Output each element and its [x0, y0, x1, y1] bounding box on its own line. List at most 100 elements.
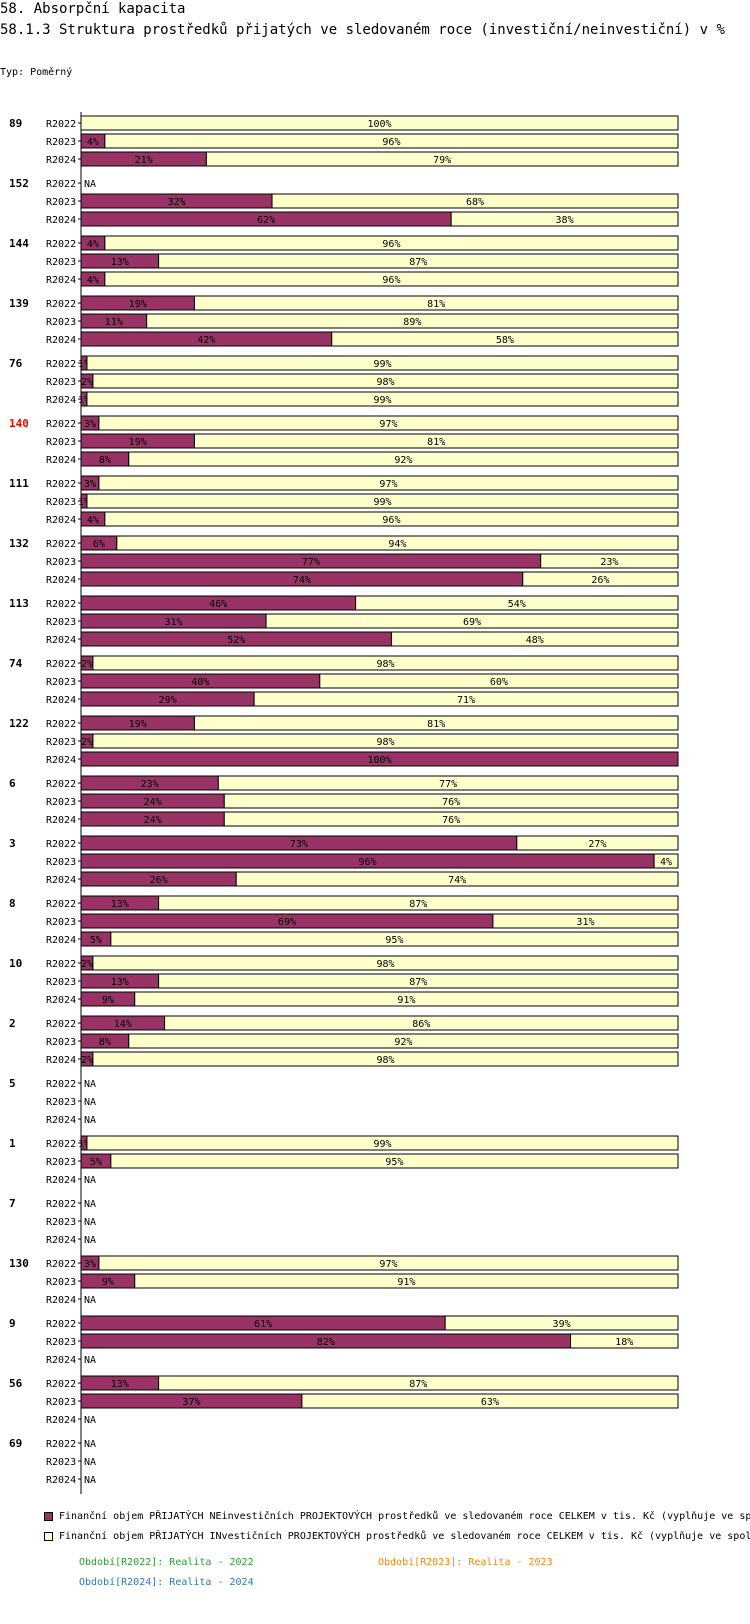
year-label: R2022	[46, 479, 76, 490]
na-label: NA	[84, 1115, 96, 1126]
year-label: R2024	[46, 155, 76, 166]
year-label: R2023	[46, 1097, 76, 1108]
na-label: NA	[84, 1457, 96, 1468]
bar-inv-label: 48%	[526, 635, 544, 646]
bar-inv-label: 27%	[588, 839, 606, 850]
year-label: R2024	[46, 1355, 76, 1366]
bar-inv-label: 91%	[397, 1277, 415, 1288]
group-label: 76	[9, 357, 23, 370]
year-label: R2022	[46, 1379, 76, 1390]
year-label: R2024	[46, 815, 76, 826]
legend-swatch-neinv	[44, 1511, 53, 1521]
legend-item-neinv: Finanční objem PŘIJATÝCH NEinvestičních …	[44, 1511, 750, 1522]
bar-inv	[253, 691, 679, 707]
bar-neinv-label: 96%	[359, 857, 377, 868]
year-label: R2023	[46, 977, 76, 988]
bar-inv-label: 31%	[576, 917, 594, 928]
na-label: NA	[84, 179, 96, 190]
na-label: NA	[84, 1439, 96, 1450]
group-label: 8	[9, 897, 16, 910]
year-label: R2022	[46, 1259, 76, 1270]
bar-inv-label: 95%	[385, 935, 403, 946]
bar-inv-label: 99%	[373, 497, 391, 508]
group-label: 5	[9, 1077, 16, 1090]
na-label: NA	[84, 1079, 96, 1090]
year-label: R2023	[46, 1037, 76, 1048]
bar-inv-label: 39%	[553, 1319, 571, 1330]
bar-neinv-label: 19%	[129, 437, 147, 448]
year-label: R2023	[46, 917, 76, 928]
bar-inv-label: 38%	[556, 215, 574, 226]
bar-neinv-label: 2%	[81, 377, 93, 388]
bar-neinv-label: 74%	[293, 575, 311, 586]
bar-inv-label: 87%	[409, 977, 427, 988]
year-label: R2023	[46, 1277, 76, 1288]
bar-inv-label: 81%	[427, 719, 445, 730]
bar-inv-label: 92%	[394, 455, 412, 466]
bar-inv	[104, 133, 679, 149]
na-label: NA	[84, 1199, 96, 1210]
year-label: R2024	[46, 395, 76, 406]
year-label: R2024	[46, 755, 76, 766]
bar-inv-label: 99%	[373, 1139, 391, 1150]
bar-inv	[92, 655, 679, 671]
bar-inv-label: 94%	[388, 539, 406, 550]
bar-inv-label: 77%	[439, 779, 457, 790]
group-label: 144	[9, 237, 29, 250]
na-label: NA	[84, 1217, 96, 1228]
year-label: R2022	[46, 719, 76, 730]
bar-inv-label: 98%	[376, 959, 394, 970]
na-label: NA	[84, 1175, 96, 1186]
period-label-2024: Období[R2024]: Realita - 2024	[79, 1577, 254, 1588]
chart-subtitle: 58.1.3 Struktura prostředků přijatých ve…	[0, 22, 725, 38]
bar-neinv-label: 4%	[87, 239, 99, 250]
year-label: R2024	[46, 1115, 76, 1126]
bar-inv-label: 97%	[379, 1259, 397, 1270]
bar-neinv-label: 23%	[141, 779, 159, 790]
year-label: R2022	[46, 1439, 76, 1450]
na-label: NA	[84, 1475, 96, 1486]
year-label: R2023	[46, 557, 76, 568]
bar-inv	[217, 775, 679, 791]
bar-inv-label: 92%	[394, 1037, 412, 1048]
bar-inv-label: 74%	[448, 875, 466, 886]
bar-inv	[98, 1255, 679, 1271]
legend-label-neinv: Finanční objem PŘIJATÝCH NEinvestičních …	[59, 1511, 750, 1522]
bar-inv	[86, 355, 679, 371]
year-label: R2024	[46, 1295, 76, 1306]
year-label: R2023	[46, 1217, 76, 1228]
bar-neinv-label: 2%	[81, 1055, 93, 1066]
bar-inv	[193, 433, 679, 449]
bar-inv	[92, 373, 679, 389]
bar-neinv-label: 32%	[167, 197, 185, 208]
bar-neinv-label: 26%	[150, 875, 168, 886]
bar-inv-label: 97%	[379, 479, 397, 490]
bar-inv-label: 58%	[496, 335, 514, 346]
year-label: R2024	[46, 275, 76, 286]
year-label: R2022	[46, 1319, 76, 1330]
year-label: R2023	[46, 497, 76, 508]
bar-inv	[653, 853, 679, 869]
bar-inv-label: 96%	[382, 275, 400, 286]
bar-inv-label: 87%	[409, 1379, 427, 1390]
year-label: R2024	[46, 935, 76, 946]
bar-neinv-label: 1%	[78, 359, 90, 370]
year-label: R2022	[46, 1139, 76, 1150]
group-label: 111	[9, 477, 29, 490]
year-label: R2023	[46, 257, 76, 268]
bar-neinv-label: 3%	[84, 1259, 96, 1270]
bar-inv-label: 79%	[433, 155, 451, 166]
bar-neinv-label: 3%	[84, 479, 96, 490]
group-label: 140	[9, 417, 29, 430]
bar-neinv-label: 73%	[290, 839, 308, 850]
bar-neinv-label: 37%	[182, 1397, 200, 1408]
year-label: R2022	[46, 539, 76, 550]
bar-inv-label: 98%	[376, 377, 394, 388]
bar-inv-label: 76%	[442, 797, 460, 808]
bar-neinv-label: 4%	[87, 137, 99, 148]
bar-neinv-label: 13%	[111, 257, 129, 268]
bar-inv	[158, 973, 679, 989]
year-label: R2024	[46, 1475, 76, 1486]
year-label: R2024	[46, 335, 76, 346]
bar-neinv-label: 2%	[81, 959, 93, 970]
